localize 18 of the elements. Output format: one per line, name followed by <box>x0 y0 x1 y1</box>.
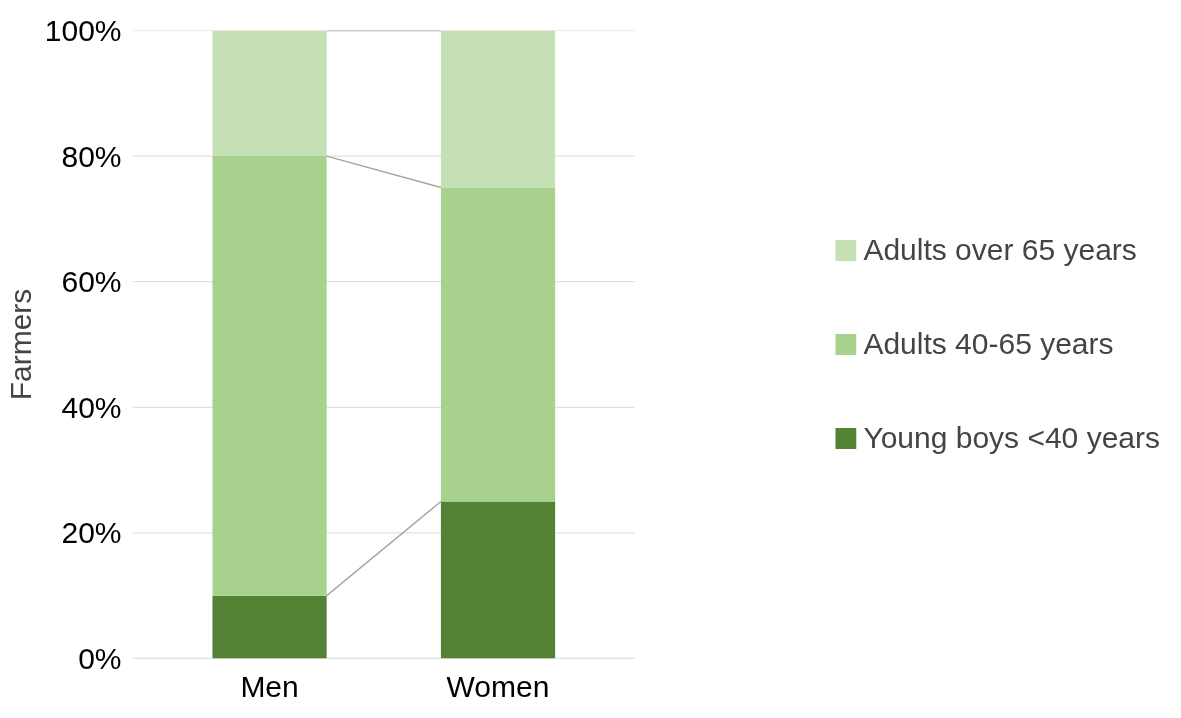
legend-label: Adults over 65 years <box>863 233 1137 267</box>
y-tick-label: 0% <box>78 642 122 675</box>
bar <box>212 156 327 596</box>
y-tick-label: 40% <box>61 390 122 424</box>
y-tick-label: 20% <box>61 516 122 550</box>
bar <box>440 187 556 502</box>
y-axis-title: Farmers <box>3 288 37 401</box>
y-tick-label: 60% <box>61 265 122 299</box>
bar <box>212 30 327 157</box>
bar <box>440 501 556 659</box>
legend-label: Young boys <40 years <box>863 421 1160 455</box>
legend-label: Adults 40-65 years <box>863 327 1114 361</box>
y-tick-label: 80% <box>61 139 122 173</box>
x-tick-label: Men <box>240 669 299 703</box>
bar <box>440 30 556 188</box>
x-tick-label: Women <box>446 669 550 703</box>
y-tick-label: 100% <box>44 14 122 47</box>
bar <box>212 595 327 659</box>
